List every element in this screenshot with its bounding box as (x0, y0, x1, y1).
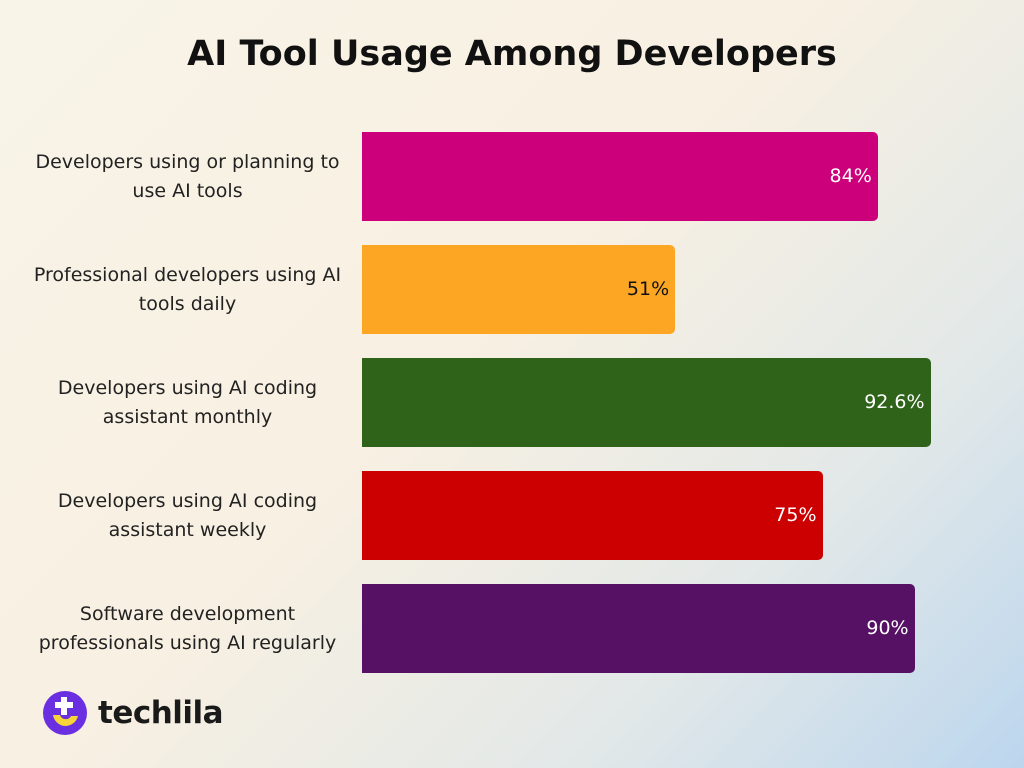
bar (362, 584, 915, 673)
data-label: 90% (866, 617, 909, 639)
bar (362, 245, 676, 334)
category-label: Developers using or planning to use AI t… (35, 150, 340, 202)
chart-title: AI Tool Usage Among Developers (187, 34, 837, 74)
techlila-logo-icon (43, 691, 87, 735)
category-label: Professional developers using AI tools d… (33, 263, 342, 315)
category-label: Developers using AI coding assistant wee… (57, 489, 318, 541)
category-label: Developers using AI coding assistant mon… (57, 376, 318, 428)
bar (362, 358, 931, 447)
data-label: 92.6% (864, 391, 925, 413)
data-label: 51% (626, 278, 670, 300)
category-label: Software development professionals using… (38, 602, 337, 654)
bar (362, 132, 878, 221)
data-label: 84% (829, 165, 872, 187)
brand-name: techlila (98, 695, 224, 731)
bar (362, 471, 823, 560)
brand-logo: techlila (42, 690, 224, 736)
data-label: 75% (774, 504, 817, 526)
